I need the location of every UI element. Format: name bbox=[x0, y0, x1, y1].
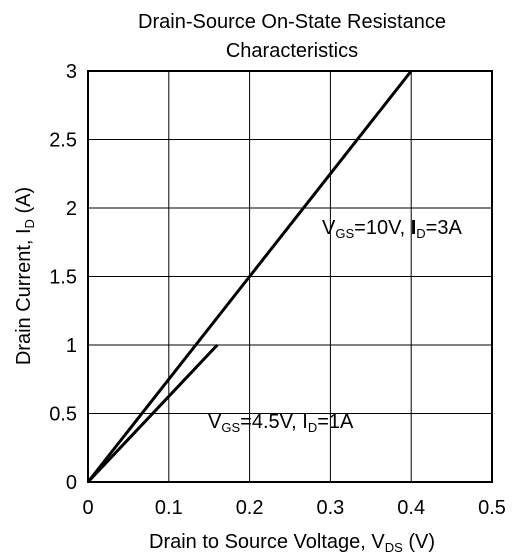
x-axis-label: Drain to Source Voltage, VDS (V) bbox=[149, 531, 435, 555]
x-tick-label-0: 0 bbox=[82, 497, 93, 519]
x-tick-label-1: 0.1 bbox=[155, 497, 183, 519]
grid bbox=[88, 71, 492, 482]
series-line-1 bbox=[86, 343, 219, 484]
chart-title-line-1: Drain-Source On-State Resistance bbox=[138, 11, 446, 33]
y-tick-label-6: 3 bbox=[66, 61, 77, 83]
x-tick-label-3: 0.3 bbox=[316, 497, 344, 519]
y-axis-label: Drain Current, ID (A) bbox=[13, 187, 37, 365]
x-tick-label-5: 0.5 bbox=[478, 497, 506, 519]
series-label-vgs10: VGS=10V, ID=3A bbox=[322, 217, 462, 241]
plot-frame bbox=[87, 70, 493, 483]
y-tick-label-0: 0 bbox=[66, 472, 77, 494]
series-label-vgs45: VGS=4.5V, ID=1A bbox=[208, 411, 354, 435]
x-tick-label-2: 0.2 bbox=[236, 497, 264, 519]
y-tick-label-4: 2 bbox=[66, 198, 77, 220]
tick-labels: 0 0.1 0.2 0.3 0.4 0.5 0 0.5 1 1.5 2 2.5 3 bbox=[49, 61, 506, 519]
series-lines bbox=[86, 70, 413, 484]
y-tick-label-3: 1.5 bbox=[49, 267, 77, 289]
chart-title-line-2: Characteristics bbox=[226, 40, 358, 62]
series-line-0 bbox=[86, 70, 413, 483]
x-tick-label-4: 0.4 bbox=[397, 497, 425, 519]
y-tick-label-5: 2.5 bbox=[49, 130, 77, 152]
y-tick-label-1: 0.5 bbox=[49, 404, 77, 426]
y-tick-label-2: 1 bbox=[66, 335, 77, 357]
